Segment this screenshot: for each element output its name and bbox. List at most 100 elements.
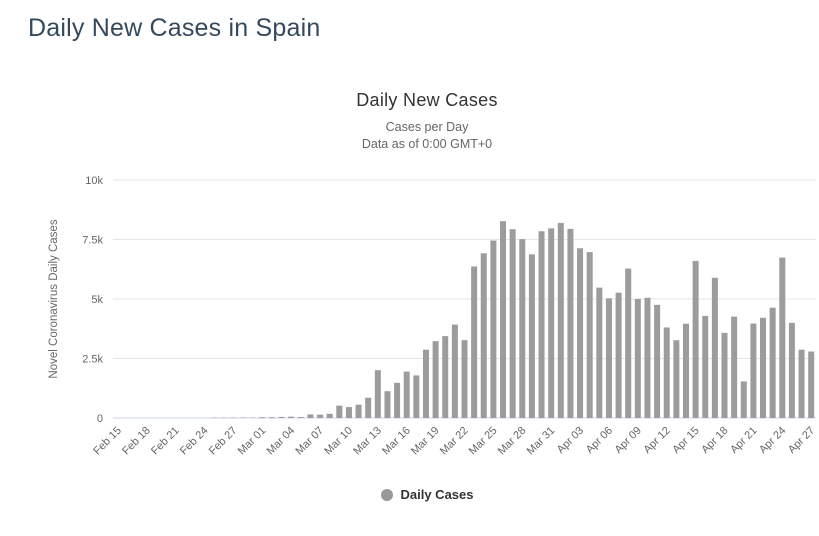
bar[interactable] xyxy=(538,231,545,418)
x-tick-label: Feb 21 xyxy=(149,425,182,458)
bar[interactable] xyxy=(577,248,584,418)
bar[interactable] xyxy=(808,351,815,418)
legend-marker-icon xyxy=(380,488,393,501)
bar[interactable] xyxy=(798,349,805,418)
x-tick-label: Apr 18 xyxy=(699,425,730,456)
bar[interactable] xyxy=(760,317,767,418)
x-tick-label: Apr 27 xyxy=(786,425,817,456)
bar[interactable] xyxy=(345,407,352,418)
x-tick-label: Feb 24 xyxy=(178,425,211,458)
bar[interactable] xyxy=(615,292,622,418)
bar[interactable] xyxy=(384,391,391,419)
bar[interactable] xyxy=(682,323,689,418)
bar[interactable] xyxy=(268,417,275,418)
x-tick-label: Apr 09 xyxy=(613,425,644,456)
bar[interactable] xyxy=(365,397,372,418)
bar[interactable] xyxy=(490,240,497,418)
bar[interactable] xyxy=(673,340,680,418)
bar[interactable] xyxy=(740,381,747,418)
bar[interactable] xyxy=(394,382,401,418)
y-axis-tick-labels: 0 2.5k 5k 7.5k 10k xyxy=(82,175,103,425)
bar[interactable] xyxy=(731,316,738,418)
bar[interactable] xyxy=(605,298,612,418)
bar[interactable] xyxy=(403,371,410,418)
bar[interactable] xyxy=(471,266,478,418)
bar[interactable] xyxy=(259,417,266,418)
y-tick-label: 7.5k xyxy=(82,235,103,247)
x-tick-label: Feb 18 xyxy=(120,425,153,458)
bar[interactable] xyxy=(634,298,641,418)
page-title: Daily New Cases in Spain xyxy=(28,14,321,42)
x-tick-label: Mar 10 xyxy=(322,425,355,458)
bar[interactable] xyxy=(442,336,449,418)
bar[interactable] xyxy=(596,287,603,418)
x-tick-label: Apr 03 xyxy=(555,425,586,456)
x-tick-label: Mar 19 xyxy=(409,425,442,458)
bar[interactable] xyxy=(702,315,709,418)
x-tick-label: Apr 24 xyxy=(757,425,788,456)
bar[interactable] xyxy=(480,253,487,418)
x-tick-label: Apr 21 xyxy=(728,425,759,456)
chart-subtitle: Cases per Day Data as of 0:00 GMT+0 xyxy=(35,119,819,153)
bar[interactable] xyxy=(278,416,285,418)
bar[interactable] xyxy=(788,322,795,418)
bar[interactable] xyxy=(297,417,304,418)
bar[interactable] xyxy=(557,222,564,418)
x-tick-label: Mar 31 xyxy=(525,425,558,458)
x-tick-label: Mar 13 xyxy=(351,425,384,458)
x-tick-label: Mar 16 xyxy=(380,425,413,458)
x-tick-label: Mar 07 xyxy=(293,425,326,458)
bar[interactable] xyxy=(461,340,468,418)
bar[interactable] xyxy=(548,228,555,418)
bar[interactable] xyxy=(625,268,632,418)
bar[interactable] xyxy=(654,304,661,418)
bar[interactable] xyxy=(307,414,314,418)
bar[interactable] xyxy=(528,254,535,419)
x-tick-label: Apr 15 xyxy=(670,425,701,456)
bar[interactable] xyxy=(721,332,728,418)
bar[interactable] xyxy=(750,323,757,418)
bar[interactable] xyxy=(288,416,295,418)
x-tick-label: Apr 06 xyxy=(584,425,615,456)
bar[interactable] xyxy=(509,229,516,418)
y-tick-label: 10k xyxy=(85,175,103,187)
bar[interactable] xyxy=(586,252,593,418)
x-tick-label: Mar 01 xyxy=(236,425,269,458)
bar[interactable] xyxy=(374,370,381,418)
legend-label: Daily Cases xyxy=(400,487,474,502)
x-tick-label: Apr 12 xyxy=(641,425,672,456)
x-tick-label: Mar 04 xyxy=(265,425,298,458)
bar[interactable] xyxy=(769,307,776,418)
chart-title: Daily New Cases xyxy=(356,90,498,110)
x-tick-label: Feb 27 xyxy=(207,425,240,458)
y-tick-label: 0 xyxy=(97,413,103,425)
bar[interactable] xyxy=(451,324,458,418)
bar[interactable] xyxy=(663,327,670,418)
bars-series-daily-cases xyxy=(211,221,815,419)
bar[interactable] xyxy=(422,349,429,418)
bar[interactable] xyxy=(519,239,526,418)
bar[interactable] xyxy=(336,405,343,418)
bar[interactable] xyxy=(326,413,333,418)
bar[interactable] xyxy=(432,341,439,418)
bar[interactable] xyxy=(317,414,324,418)
x-tick-label: Mar 25 xyxy=(467,425,500,458)
bar[interactable] xyxy=(567,228,574,418)
legend-item-daily-cases[interactable]: Daily Cases xyxy=(35,487,819,502)
bar[interactable] xyxy=(355,404,362,418)
x-tick-label: Mar 22 xyxy=(438,425,471,458)
bar[interactable] xyxy=(500,221,507,418)
bar[interactable] xyxy=(644,297,651,418)
y-tick-label: 2.5k xyxy=(82,354,103,366)
x-tick-label: Feb 15 xyxy=(91,425,124,458)
chart-container: Daily New Cases Cases per Day Data as of… xyxy=(35,75,819,525)
bar[interactable] xyxy=(692,260,699,418)
bar[interactable] xyxy=(779,257,786,418)
chart-subtitle-line1: Cases per Day xyxy=(385,120,469,134)
bar[interactable] xyxy=(711,277,718,418)
bar[interactable] xyxy=(413,375,420,418)
y-axis-title: Novel Coronavirus Daily Cases xyxy=(48,219,60,378)
chart-subtitle-line2: Data as of 0:00 GMT+0 xyxy=(361,137,493,151)
y-tick-label: 5k xyxy=(91,294,103,306)
